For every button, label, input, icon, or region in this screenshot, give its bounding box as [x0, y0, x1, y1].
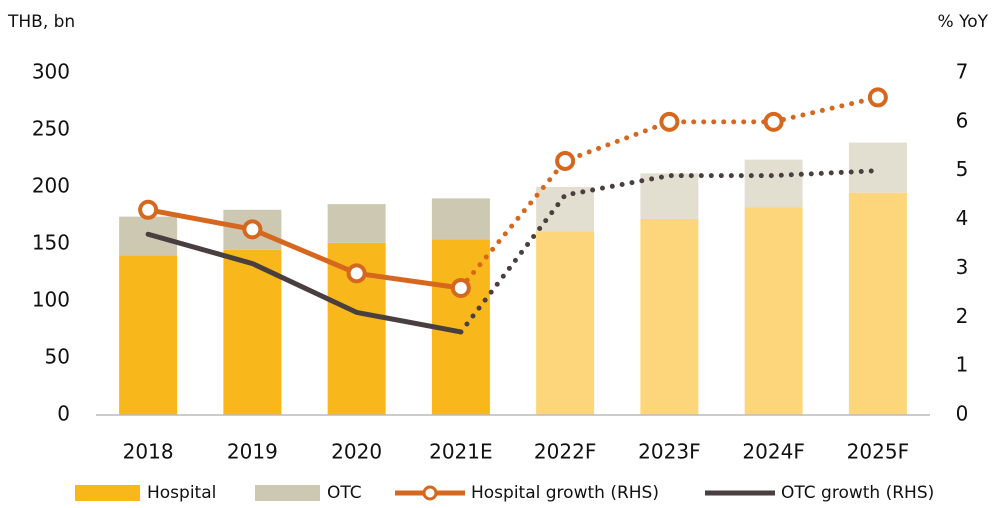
y2-tick-label: 0: [956, 402, 969, 426]
line-marker: [346, 263, 367, 284]
y2-tick-label: 1: [956, 353, 969, 377]
y2-tick-label: 4: [956, 206, 969, 230]
line-marker: [450, 277, 471, 298]
x-tick-label: 2025F: [847, 440, 909, 464]
line: [145, 231, 464, 335]
x-tick-label: 2022F: [534, 440, 596, 464]
y2-tick-label: 6: [956, 108, 969, 132]
y2-tick-label: 2: [956, 304, 969, 328]
bar: [223, 249, 282, 415]
y-tick-label: 0: [57, 402, 70, 426]
bar: [744, 159, 803, 208]
bar: [848, 192, 907, 415]
y-tick-label: 300: [32, 60, 70, 84]
line-marker: [867, 87, 888, 108]
y2-axis-label: % YoY: [938, 12, 989, 32]
legend-label: Hospital: [147, 483, 216, 503]
line-forecast: [458, 94, 881, 291]
line: [145, 207, 464, 291]
y2-tick-label: 7: [956, 60, 969, 84]
x-tick-label: 2024F: [742, 440, 804, 464]
y-tick-label: 200: [32, 174, 70, 198]
y-tick-label: 150: [32, 231, 70, 255]
legend-marker: [422, 485, 438, 501]
bar: [536, 231, 595, 415]
y-axis-label: THB, bn: [7, 12, 75, 32]
legend-swatch: [255, 485, 320, 501]
bar: [744, 207, 803, 415]
legend-swatch: [75, 485, 140, 501]
legend-label: OTC growth (RHS): [781, 483, 934, 503]
line-marker: [138, 199, 159, 220]
y-tick-label: 100: [32, 288, 70, 312]
x-tick-label: 2020: [331, 440, 382, 464]
x-tick-label: 2023F: [638, 440, 700, 464]
bar: [640, 218, 699, 415]
legend-label: Hospital growth (RHS): [471, 483, 659, 503]
y2-tick-label: 5: [956, 157, 969, 181]
y-tick-label: 250: [32, 117, 70, 141]
line-marker: [659, 111, 680, 132]
bar: [327, 204, 386, 243]
bar: [640, 173, 699, 219]
x-tick-label: 2018: [123, 440, 174, 464]
legend-label: OTC: [327, 483, 362, 503]
line-forecast: [458, 168, 881, 335]
x-tick-label: 2021E: [429, 440, 493, 464]
y-tick-label: 50: [45, 345, 70, 369]
line-marker: [763, 111, 784, 132]
bar: [119, 255, 178, 415]
bar: [431, 198, 490, 240]
bar: [848, 142, 907, 193]
line-marker: [555, 150, 576, 171]
line-marker: [242, 219, 263, 240]
x-tick-label: 2019: [227, 440, 278, 464]
y2-tick-label: 3: [956, 255, 969, 279]
bar: [536, 187, 595, 232]
